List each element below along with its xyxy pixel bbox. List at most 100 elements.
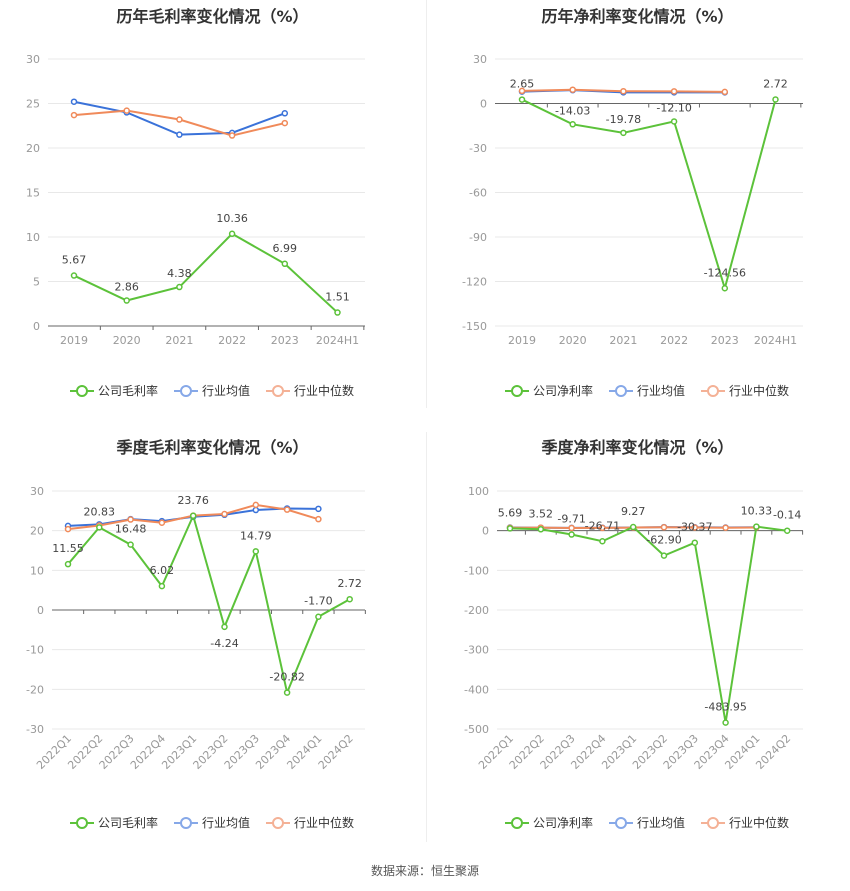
x-tick-label: 2024H1 <box>754 334 797 347</box>
legend-label: 行业中位数 <box>729 383 789 398</box>
data-label: -62.90 <box>646 534 681 547</box>
legend-label: 行业均值 <box>637 383 685 398</box>
data-label: 10.33 <box>741 505 773 518</box>
legend-swatch-marker <box>180 817 192 829</box>
legend-swatch-marker <box>180 385 192 397</box>
y-tick-label: -60 <box>469 187 487 200</box>
legend-label: 行业中位数 <box>729 815 789 830</box>
data-label: 11.55 <box>52 542 84 555</box>
y-tick-label: 10 <box>26 231 40 244</box>
data-point <box>64 525 72 533</box>
data-point <box>506 525 514 532</box>
data-point <box>281 119 289 127</box>
y-tick-label: 0 <box>33 320 40 333</box>
data-label: 2.65 <box>510 78 535 91</box>
data-point <box>721 285 729 292</box>
data-point <box>569 121 576 128</box>
data-label: -1.70 <box>304 595 332 608</box>
data-label: 4.38 <box>167 267 192 280</box>
data-point <box>660 524 668 531</box>
data-point <box>722 524 729 531</box>
data-point <box>64 560 72 568</box>
x-tick-label: 2019 <box>60 334 88 347</box>
y-tick-label: -100 <box>464 564 489 577</box>
legend-swatch-marker <box>511 385 523 397</box>
y-tick-label: 5 <box>33 276 40 289</box>
data-label: 6.02 <box>150 564 175 577</box>
data-point <box>346 595 353 603</box>
series-line <box>521 98 777 292</box>
x-tick-label: 2020 <box>559 334 587 347</box>
x-tick-label: 2019 <box>508 334 536 347</box>
data-point <box>228 230 236 238</box>
x-tick-label: 2021 <box>609 334 637 347</box>
x-tick-label: 2021 <box>165 334 193 347</box>
data-point <box>70 272 78 279</box>
data-point <box>127 541 134 548</box>
panel-divider-top <box>426 0 427 408</box>
data-point <box>691 524 699 531</box>
data-point <box>629 523 637 531</box>
data-point <box>158 582 166 590</box>
data-label: 20.83 <box>84 505 116 518</box>
data-point <box>315 505 322 513</box>
y-tick-label: -90 <box>469 231 487 244</box>
data-point <box>96 524 103 531</box>
data-point <box>670 118 678 125</box>
y-tick-label: -10 <box>26 644 44 657</box>
data-point <box>569 86 576 93</box>
legend-label: 公司净利率 <box>533 815 593 830</box>
data-point <box>772 96 779 103</box>
data-point <box>176 283 183 291</box>
legend-label: 行业中位数 <box>294 383 354 398</box>
x-tick-label: 2020 <box>113 334 141 347</box>
data-label: -9.71 <box>557 513 585 526</box>
data-point <box>334 309 341 316</box>
y-tick-label: 100 <box>468 485 489 498</box>
legend-swatch-marker <box>707 385 719 397</box>
data-label: 5.69 <box>498 506 523 519</box>
data-point <box>660 552 668 559</box>
legend-label: 行业均值 <box>637 815 685 830</box>
legend-swatch-marker <box>76 385 88 397</box>
series-line <box>509 525 788 723</box>
y-tick-label: 30 <box>473 53 487 66</box>
y-tick-label: 0 <box>37 604 44 617</box>
x-tick-label: 2024Q2 <box>316 732 356 772</box>
y-tick-label: -30 <box>469 142 487 155</box>
data-point <box>721 88 729 96</box>
data-point <box>189 512 197 520</box>
data-point <box>176 131 183 138</box>
data-point <box>252 548 260 555</box>
data-point <box>158 519 166 526</box>
data-point <box>599 538 606 545</box>
panel-divider-bottom <box>426 432 427 842</box>
legend-label: 公司净利率 <box>533 383 593 398</box>
data-label: 2.86 <box>114 281 139 294</box>
data-label: 10.36 <box>216 212 248 225</box>
y-tick-label: 25 <box>26 98 40 111</box>
data-point <box>783 527 791 534</box>
chart-title-annual-gross: 历年毛利率变化情况（%） <box>116 7 309 26</box>
legend-swatch-marker <box>615 817 627 829</box>
y-tick-label: 0 <box>480 98 487 111</box>
y-tick-label: -400 <box>464 683 489 696</box>
data-point <box>537 526 545 533</box>
y-tick-label: -200 <box>464 604 489 617</box>
chart-title-quarterly-gross: 季度毛利率变化情况（%） <box>116 438 309 457</box>
data-source: 数据来源：恒生聚源 <box>370 864 479 878</box>
data-point <box>620 87 627 95</box>
data-point <box>691 539 699 546</box>
data-point <box>315 613 322 620</box>
data-point <box>123 107 130 114</box>
data-point <box>518 96 526 103</box>
y-tick-label: -120 <box>462 276 487 289</box>
data-point <box>221 623 228 631</box>
data-label: -14.03 <box>555 104 590 117</box>
data-point <box>123 297 130 304</box>
data-point <box>283 689 291 696</box>
x-tick-label: 2024H1 <box>316 334 359 347</box>
y-tick-label: 0 <box>482 525 489 538</box>
data-point <box>228 132 236 139</box>
legend-swatch-marker <box>272 817 284 829</box>
